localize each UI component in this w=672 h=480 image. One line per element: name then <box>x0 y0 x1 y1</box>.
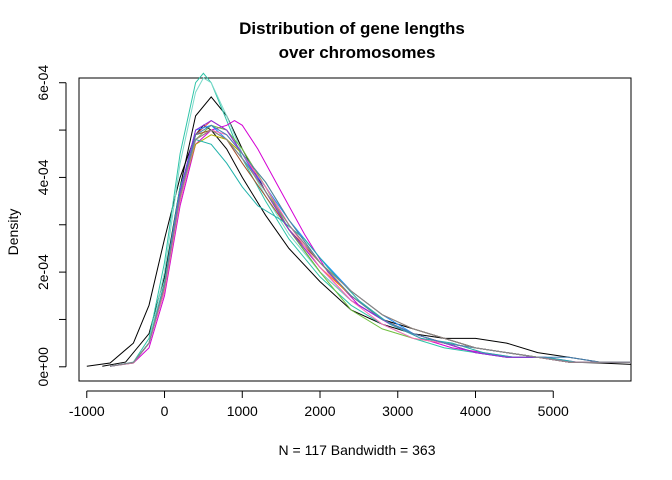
x-tick-label: 5000 <box>538 403 569 419</box>
density-line-13 <box>110 120 631 367</box>
y-axis: 0e+00 2e-04 4e-04 6e-04 <box>35 65 67 387</box>
x-tick-label: 4000 <box>460 403 491 419</box>
series-layer <box>86 72 632 367</box>
density-line-2 <box>102 96 632 367</box>
x-tick-label: 1000 <box>227 403 258 419</box>
plot-frame <box>78 77 632 382</box>
x-tick-label: 0 <box>161 403 169 419</box>
x-tick-label: -1000 <box>69 403 105 419</box>
chart-title-line1: Distribution of gene lengths <box>239 19 465 38</box>
y-tick-label: 4e-04 <box>35 159 51 195</box>
density-line-16 <box>110 129 631 367</box>
y-axis-label: Density <box>5 209 21 256</box>
x-axis: -1000 0 1000 2000 3000 4000 5000 <box>69 390 569 419</box>
x-tick-label: 2000 <box>304 403 335 419</box>
density-line-4 <box>110 77 631 367</box>
x-tick-label: 3000 <box>382 403 413 419</box>
y-tick-label: 0e+00 <box>35 347 51 387</box>
x-axis-label: N = 117 Bandwidth = 363 <box>279 442 436 458</box>
density-line-1 <box>86 124 631 367</box>
y-tick-label: 2e-04 <box>35 254 51 290</box>
chart-title-line2: over chromosomes <box>279 43 436 62</box>
y-tick-label: 6e-04 <box>35 65 51 101</box>
